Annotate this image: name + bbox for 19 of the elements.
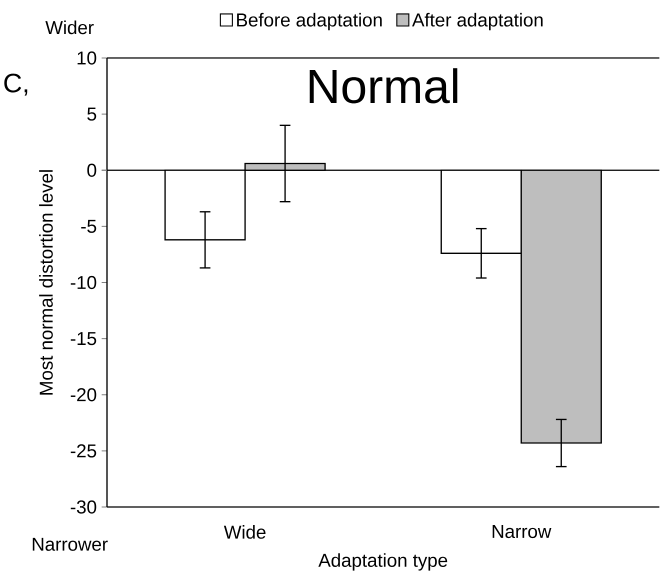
y-tick-label: -5 xyxy=(81,220,96,233)
chart-title: Normal xyxy=(310,68,458,104)
text: Narrower xyxy=(32,538,108,551)
text: Wider xyxy=(45,20,94,34)
y-tick-label: -30 xyxy=(70,500,96,514)
text: C, xyxy=(4,74,28,96)
x-axis-title: Adaptation type xyxy=(318,553,448,571)
y-tick-label: -25 xyxy=(70,444,96,458)
y-axis-title: Most normal distortion level xyxy=(39,170,53,395)
x-tick-label: Narrow xyxy=(492,525,552,538)
y-tick-label: -15 xyxy=(70,332,96,346)
y-tick-label: 5 xyxy=(87,108,96,121)
y-tick-label: -20 xyxy=(70,388,96,402)
y-tick-label: 0 xyxy=(87,164,96,177)
y-tick-label: 10 xyxy=(78,51,96,65)
x-tick-label: Wide xyxy=(224,525,266,539)
y-tick-label: -10 xyxy=(70,276,96,290)
legend-label: After adaptation xyxy=(412,12,543,30)
legend-label: Before adaptation xyxy=(237,12,382,30)
